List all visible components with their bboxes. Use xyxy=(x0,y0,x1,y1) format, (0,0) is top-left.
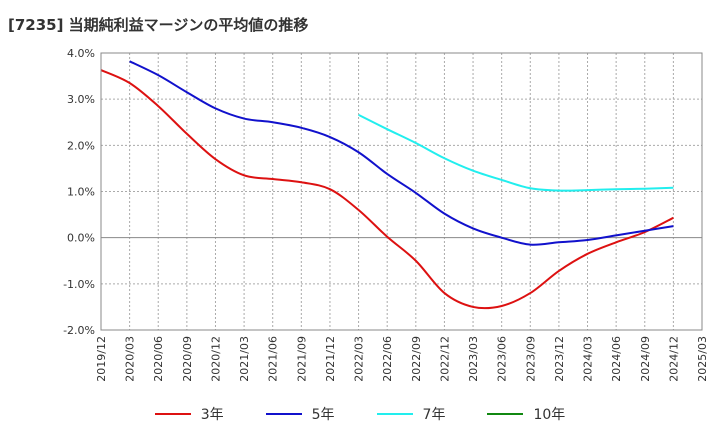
plot-border xyxy=(100,52,703,331)
x-tick-label: 2020/03 xyxy=(124,336,137,382)
x-tick-label: 2023/03 xyxy=(467,336,480,382)
legend-item-10y: 10年 xyxy=(487,404,565,424)
y-tick-label: 2.0% xyxy=(67,139,95,152)
x-tick-label: 2021/12 xyxy=(324,336,337,382)
x-tick-label: 2024/06 xyxy=(610,336,623,382)
y-tick-label: -2.0% xyxy=(63,324,95,337)
y-tick-label: -1.0% xyxy=(63,278,95,291)
x-tick-label: 2020/06 xyxy=(152,336,165,382)
legend-label-10y: 10年 xyxy=(533,407,566,423)
series-line-7年 xyxy=(358,113,674,192)
x-tick-label: 2021/06 xyxy=(267,336,280,382)
x-tick-label: 2023/12 xyxy=(553,336,566,382)
x-tick-label: 2022/06 xyxy=(381,336,394,382)
legend-label-7y: 7年 xyxy=(422,407,446,423)
x-tick-label: 2020/12 xyxy=(209,336,222,382)
x-tick-label: 2022/03 xyxy=(353,336,366,382)
legend-item-7y: 7年 xyxy=(376,404,446,424)
x-tick-label: 2024/09 xyxy=(639,336,652,382)
y-tick-label: 0.0% xyxy=(67,232,95,245)
x-tick-label: 2021/09 xyxy=(295,336,308,382)
x-tick-label: 2024/12 xyxy=(667,336,680,382)
legend-swatch-10y xyxy=(487,413,524,415)
legend-swatch-5y xyxy=(265,413,302,415)
legend-label-5y: 5年 xyxy=(311,407,335,423)
x-tick-label: 2022/12 xyxy=(438,336,451,382)
x-tick-label: 2024/03 xyxy=(582,336,595,382)
x-tick-label: 2020/09 xyxy=(181,336,194,382)
y-tick-label: 3.0% xyxy=(67,93,95,106)
x-tick-label: 2023/09 xyxy=(524,336,537,382)
legend: 3年 5年 7年 10年 xyxy=(0,404,720,424)
x-tick-label: 2023/06 xyxy=(496,336,509,382)
legend-swatch-3y xyxy=(154,413,191,415)
x-tick-label: 2025/03 xyxy=(696,336,709,382)
series-line-5年 xyxy=(129,60,674,246)
legend-item-5y: 5年 xyxy=(265,404,335,424)
legend-label-3y: 3年 xyxy=(200,407,224,423)
x-tick-label: 2019/12 xyxy=(95,336,108,382)
legend-item-3y: 3年 xyxy=(154,404,224,424)
y-tick-label: 4.0% xyxy=(67,47,95,60)
x-tick-label: 2021/03 xyxy=(238,336,251,382)
x-tick-label: 2022/09 xyxy=(410,336,423,382)
chart-title: [7235] 当期純利益マージンの平均値の推移 xyxy=(8,16,309,34)
series-line-3年 xyxy=(100,69,674,310)
y-tick-label: 1.0% xyxy=(67,186,95,199)
legend-swatch-7y xyxy=(376,413,413,415)
